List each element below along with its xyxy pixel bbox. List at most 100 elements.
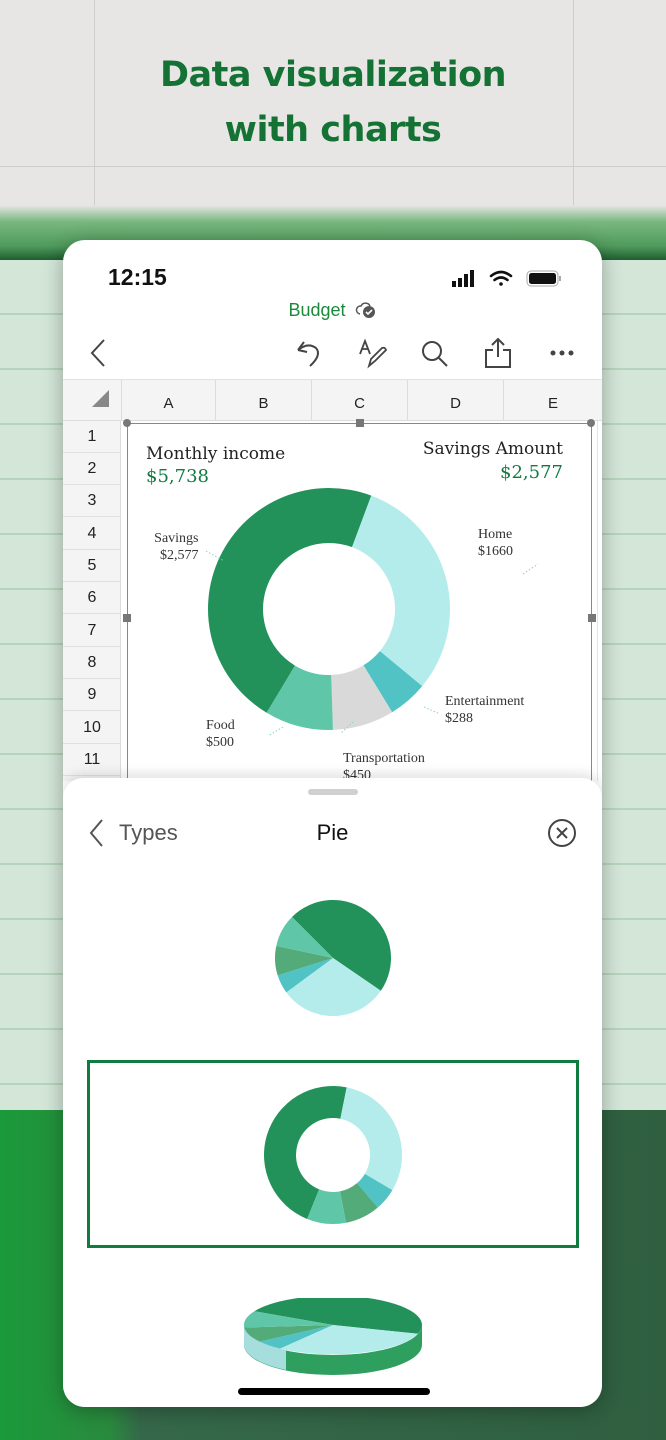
resize-handle[interactable]: [356, 419, 364, 427]
income-value: $5,738: [146, 466, 209, 487]
sheet-grabber[interactable]: [308, 789, 358, 795]
background-gridline: [0, 166, 666, 167]
thumb-3d-slice-food: [244, 1311, 333, 1328]
donut-slice-entertainment: [363, 651, 423, 713]
thumb-3d-slice-entertainment: [259, 1325, 333, 1349]
thumb-donut-slice-transportation: [339, 1183, 378, 1223]
3d-pie-side-home: [244, 1325, 286, 1370]
battery-icon: [526, 270, 561, 287]
more-icon[interactable]: [549, 348, 575, 358]
document-title[interactable]: Budget: [63, 300, 602, 321]
phone-screen: 12:15 Budget A B C D E 1 2 3 4 5 6 7 8 9…: [63, 240, 602, 1407]
row-2[interactable]: 2: [63, 453, 121, 485]
row-3[interactable]: 3: [63, 485, 121, 517]
row-6[interactable]: 6: [63, 582, 121, 614]
row-8[interactable]: 8: [63, 647, 121, 679]
document-name: Budget: [288, 300, 346, 320]
thumb-donut-slice-food: [307, 1189, 347, 1224]
label-food: Food $500: [206, 717, 235, 751]
donut-slice-transportation: [331, 665, 393, 730]
status-icons: [452, 270, 561, 287]
label-food-value: $500: [206, 735, 234, 750]
thumb-3d-slice-home: [279, 1325, 418, 1355]
option-doughnut-selected[interactable]: [87, 1060, 579, 1248]
column-C[interactable]: C: [311, 380, 407, 421]
doughnut-chart: [205, 488, 539, 737]
3d-pie-side: [244, 1325, 422, 1375]
thumb-donut-slice-savings: [263, 1086, 347, 1219]
label-home-value: $1660: [478, 544, 513, 559]
chart-object[interactable]: Monthly income $5,738 Savings Amount $2,…: [127, 423, 592, 793]
savings-value: $2,577: [500, 462, 563, 483]
option-pie[interactable]: [263, 888, 403, 1028]
label-home-name: Home: [478, 527, 513, 542]
savings-label: Savings Amount: [422, 439, 563, 459]
column-B[interactable]: B: [215, 380, 311, 421]
back-icon[interactable]: [88, 338, 108, 368]
background-gridline: [94, 0, 95, 212]
search-icon[interactable]: [421, 340, 449, 368]
status-time: 12:15: [108, 264, 167, 290]
label-savings-name: Savings: [154, 531, 199, 546]
thumb-pie-slice-savings: [291, 900, 391, 991]
label-food-name: Food: [206, 718, 235, 733]
donut-slice-food: [266, 665, 333, 730]
chart-type-sheet: Types Pie: [63, 778, 602, 1407]
cloud-check-icon: [355, 302, 375, 318]
label-entertainment: Entertainment $288: [445, 693, 524, 727]
hero-heading: Data visualization with charts: [0, 48, 666, 158]
hero-line-1: Data visualization: [159, 55, 507, 95]
income-label: Monthly income: [146, 444, 286, 464]
draw-icon[interactable]: [357, 338, 389, 370]
donut-slice-savings: [208, 488, 372, 713]
thumb-pie-slice-transportation: [275, 945, 333, 976]
home-indicator: [238, 1388, 430, 1395]
wifi-icon: [489, 270, 513, 286]
leader-line: [339, 721, 354, 735]
label-entertainment-name: Entertainment: [445, 694, 525, 709]
thumb-donut-slice-home: [340, 1087, 402, 1191]
resize-handle[interactable]: [123, 614, 131, 622]
thumb-pie-slice-entertainment: [277, 958, 333, 993]
undo-icon[interactable]: [294, 338, 324, 368]
row-7[interactable]: 7: [63, 615, 121, 647]
row-4[interactable]: 4: [63, 518, 121, 550]
share-icon[interactable]: [484, 337, 512, 369]
row-5[interactable]: 5: [63, 550, 121, 582]
gridline: [597, 421, 598, 781]
label-home: Home $1660: [478, 526, 513, 560]
label-savings: Savings $2,577: [153, 530, 199, 564]
label-savings-value: $2,577: [160, 548, 199, 563]
column-A[interactable]: A: [121, 380, 215, 421]
types-back-label: Types: [119, 820, 178, 845]
types-back-button[interactable]: Types: [87, 816, 178, 850]
doughnut-thumbnail: [263, 1086, 402, 1224]
background-gridline: [573, 0, 574, 212]
leader-line: [522, 563, 539, 575]
label-transportation-name: Transportation: [343, 751, 425, 766]
resize-handle[interactable]: [588, 614, 596, 622]
column-D[interactable]: D: [407, 380, 503, 421]
row-1[interactable]: 1: [63, 421, 121, 453]
thumb-3d-slice-transportation: [244, 1325, 333, 1342]
row-9[interactable]: 9: [63, 679, 121, 711]
resize-handle[interactable]: [123, 419, 131, 427]
hero-line-2: with charts: [224, 110, 442, 150]
label-entertainment-value: $288: [445, 711, 473, 726]
option-3d-pie[interactable]: [233, 1298, 433, 1398]
resize-handle[interactable]: [587, 419, 595, 427]
column-header: A B C D E: [63, 379, 602, 421]
row-11[interactable]: 11: [63, 744, 121, 776]
thumb-pie-slice-food: [276, 916, 333, 958]
row-header: 1 2 3 4 5 6 7 8 9 10 11: [63, 421, 121, 781]
thumb-3d-slice-savings: [254, 1298, 422, 1334]
thumb-pie-slice-home: [286, 958, 381, 1016]
row-10[interactable]: 10: [63, 712, 121, 744]
close-circle-icon[interactable]: [547, 818, 577, 848]
select-all-icon[interactable]: [91, 390, 111, 408]
background-grid: [0, 0, 666, 212]
sheet-title: Pie: [316, 820, 349, 845]
leader-line: [267, 726, 284, 737]
column-E[interactable]: E: [503, 380, 602, 421]
signal-icon: [452, 270, 474, 287]
